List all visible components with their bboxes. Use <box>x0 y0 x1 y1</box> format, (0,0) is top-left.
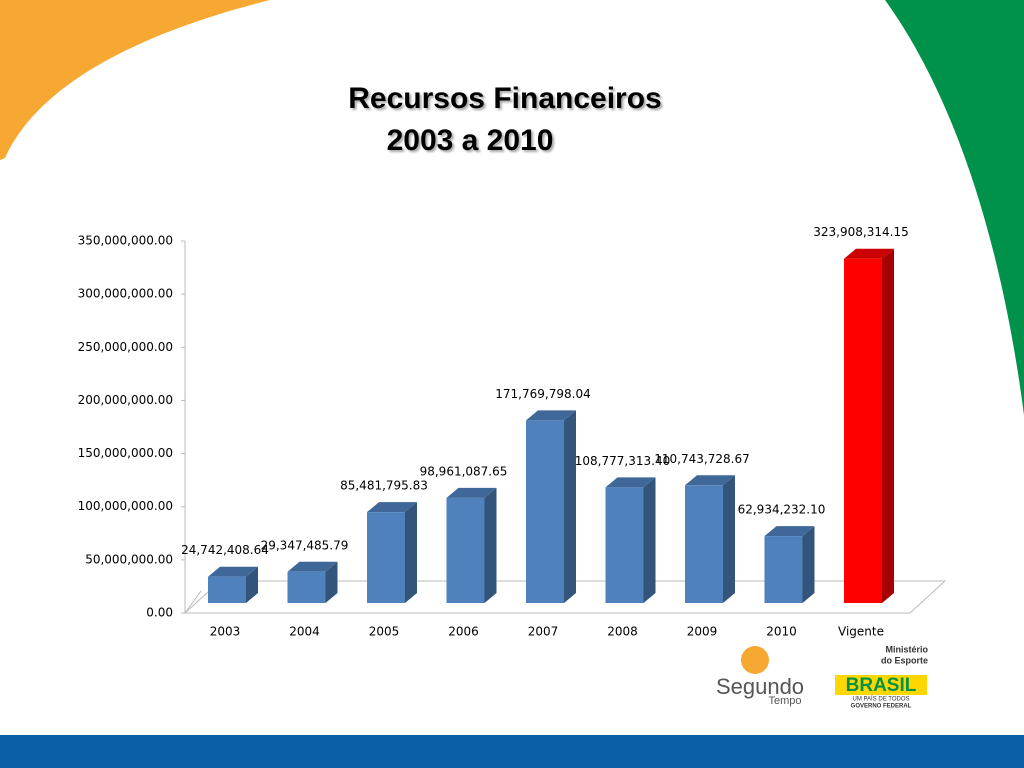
bar <box>526 420 564 603</box>
logo-text: do Esporte <box>881 655 928 665</box>
logo-text: UM PAÍS DE TODOS <box>852 696 909 703</box>
bar <box>605 487 644 603</box>
logo-text: GOVERNO FEDERAL <box>851 704 912 710</box>
x-tick-label: 2008 <box>607 625 638 639</box>
bar-side <box>882 248 894 603</box>
chart-title: Recursos Financeiros <box>348 82 661 115</box>
y-tick-label: 250,000,000.00 <box>78 340 173 354</box>
value-label: 24,742,408.64 <box>181 543 269 557</box>
x-tick-label: 2003 <box>210 625 241 639</box>
bar <box>367 512 405 603</box>
bar <box>685 485 723 603</box>
bar-side <box>564 410 576 603</box>
value-label: 108,777,313.40 <box>575 454 670 468</box>
bar-side <box>325 561 338 603</box>
x-tick-label: 2007 <box>528 625 559 639</box>
bar-side <box>246 566 258 603</box>
value-label: 29,347,485.79 <box>261 538 349 552</box>
bar-side <box>405 502 417 603</box>
bar-side <box>802 526 815 603</box>
value-label: 85,481,795.83 <box>340 479 428 493</box>
orange-decoration <box>0 0 270 160</box>
bar-top <box>526 410 576 421</box>
logo-text: Ministério <box>885 644 928 654</box>
bar-top <box>208 566 258 577</box>
logo-text: BRASIL <box>846 675 917 696</box>
value-label: 323,908,314.15 <box>813 225 908 239</box>
axis-wall <box>184 241 202 614</box>
value-label: 110,743,728.67 <box>654 452 749 466</box>
bar <box>446 497 485 603</box>
x-tick-label: Vigente <box>838 625 884 639</box>
bar-top <box>605 477 656 488</box>
chart-subtitle: 2003 a 2010 <box>387 124 554 157</box>
value-label: 62,934,232.10 <box>738 503 826 517</box>
x-tick-label: 2010 <box>766 625 797 639</box>
bar-top <box>764 526 815 537</box>
y-tick-label: 350,000,000.00 <box>78 234 173 248</box>
y-tick-label: 100,000,000.00 <box>78 499 173 513</box>
bar <box>208 576 246 603</box>
bar-top <box>446 487 497 498</box>
green-decoration <box>885 0 1024 415</box>
value-label: 171,769,798.04 <box>495 387 590 401</box>
logo-segundo-tempo: Segundo Tempo <box>716 646 804 707</box>
y-tick-label: 200,000,000.00 <box>78 393 173 407</box>
y-tick-label: 0.00 <box>146 606 173 620</box>
value-label: 98,961,087.65 <box>420 464 508 478</box>
x-tick-label: 2005 <box>369 625 400 639</box>
bar-top <box>287 561 338 572</box>
bar-top <box>685 475 735 486</box>
bar-side <box>643 477 656 603</box>
x-tick-label: 2006 <box>448 625 479 639</box>
bar-side <box>723 475 735 603</box>
bar-side <box>484 487 497 603</box>
bar <box>287 571 326 603</box>
y-tick-label: 150,000,000.00 <box>78 446 173 460</box>
bar <box>764 536 803 603</box>
logo-band <box>835 675 927 695</box>
footer-band <box>0 735 1024 768</box>
x-tick-label: 2009 <box>687 625 718 639</box>
logo-text: Tempo <box>768 695 801 707</box>
bar-top <box>367 502 417 513</box>
x-tick-label: 2004 <box>289 625 320 639</box>
logo-text: Segundo <box>716 674 804 699</box>
bar <box>844 258 882 603</box>
y-tick-label: 50,000,000.00 <box>85 552 173 566</box>
logo-governo: Ministério do Esporte BRASIL UM PAÍS DE … <box>835 644 928 710</box>
logo-icon <box>741 646 769 674</box>
bar-top <box>844 248 894 259</box>
y-tick-label: 300,000,000.00 <box>78 287 173 301</box>
